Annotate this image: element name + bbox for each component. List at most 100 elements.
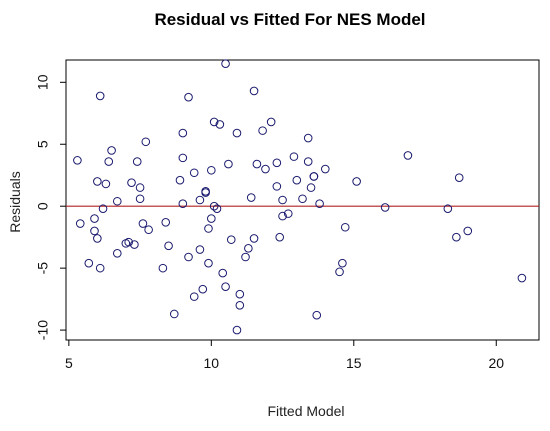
data-point bbox=[98, 204, 108, 213]
data-point bbox=[189, 168, 199, 178]
data-point bbox=[184, 252, 193, 262]
x-tick-label: 10 bbox=[204, 355, 220, 371]
data-point bbox=[95, 263, 105, 273]
data-point bbox=[452, 232, 461, 242]
data-point bbox=[161, 218, 171, 227]
data-point bbox=[112, 248, 122, 258]
data-point bbox=[141, 137, 151, 147]
x-tick-label: 15 bbox=[346, 355, 362, 371]
data-point bbox=[75, 219, 85, 228]
data-point bbox=[207, 165, 216, 175]
y-tick-label: 0 bbox=[35, 202, 51, 210]
data-point bbox=[298, 194, 307, 204]
data-point bbox=[335, 267, 344, 277]
data-point bbox=[73, 156, 82, 165]
data-point bbox=[164, 241, 173, 251]
x-tick-label: 20 bbox=[488, 355, 504, 371]
data-point bbox=[112, 196, 122, 206]
data-point bbox=[226, 235, 236, 244]
x-tick-label: 5 bbox=[65, 355, 73, 371]
data-point bbox=[235, 289, 245, 299]
data-point bbox=[178, 199, 188, 209]
data-point bbox=[312, 310, 322, 320]
y-axis-label: Residuals bbox=[7, 171, 23, 232]
data-point bbox=[135, 194, 145, 204]
data-point bbox=[380, 203, 390, 212]
data-point bbox=[252, 159, 262, 169]
y-tick-label: 10 bbox=[35, 74, 51, 90]
data-point bbox=[241, 252, 250, 262]
x-axis: 5 10 15 20 bbox=[65, 340, 504, 371]
data-point bbox=[93, 234, 102, 243]
data-point bbox=[340, 222, 350, 232]
data-point bbox=[178, 128, 188, 138]
data-point bbox=[207, 214, 216, 223]
plot-frame bbox=[65, 59, 540, 341]
data-point bbox=[272, 182, 282, 191]
data-point bbox=[306, 183, 316, 192]
data-point bbox=[90, 226, 99, 236]
chart-title: Residual vs Fitted For NES Model bbox=[154, 10, 425, 29]
data-point bbox=[315, 199, 324, 209]
data-point bbox=[144, 225, 153, 235]
data-point bbox=[204, 258, 213, 268]
data-point bbox=[303, 157, 313, 166]
data-point bbox=[195, 245, 205, 254]
data-point bbox=[130, 240, 139, 249]
data-point bbox=[338, 258, 347, 268]
y-axis: -10 -5 0 5 10 bbox=[35, 74, 66, 340]
data-point bbox=[292, 175, 302, 185]
data-point bbox=[249, 234, 259, 243]
data-point bbox=[258, 126, 267, 135]
data-point bbox=[178, 153, 188, 163]
data-point bbox=[104, 157, 114, 166]
data-point bbox=[283, 209, 293, 218]
data-point bbox=[84, 258, 94, 268]
data-point bbox=[224, 159, 233, 169]
data-point bbox=[215, 120, 225, 129]
data-point bbox=[218, 268, 228, 278]
x-axis-label: Fitted Model bbox=[267, 403, 344, 419]
data-point bbox=[278, 195, 287, 205]
data-point bbox=[209, 201, 219, 211]
data-point bbox=[278, 211, 287, 221]
data-point bbox=[403, 151, 413, 160]
data-point bbox=[266, 117, 276, 127]
data-point bbox=[198, 284, 208, 294]
data-point bbox=[124, 237, 133, 247]
data-point bbox=[517, 273, 527, 283]
data-point bbox=[244, 244, 253, 253]
data-point bbox=[90, 214, 99, 223]
y-tick-label: -10 bbox=[35, 320, 51, 340]
data-point bbox=[320, 164, 330, 174]
data-point bbox=[272, 158, 282, 168]
data-point bbox=[138, 219, 148, 228]
data-point bbox=[132, 157, 142, 166]
data-point bbox=[158, 263, 168, 273]
y-tick-label: -5 bbox=[35, 262, 51, 275]
data-point bbox=[169, 309, 179, 319]
data-point bbox=[201, 188, 210, 197]
data-point bbox=[95, 91, 105, 101]
data-point bbox=[309, 172, 319, 181]
data-point bbox=[232, 325, 242, 335]
data-point bbox=[275, 232, 285, 242]
data-point bbox=[232, 128, 242, 138]
data-point bbox=[246, 193, 256, 202]
data-point bbox=[352, 177, 361, 186]
data-point bbox=[235, 301, 245, 310]
data-point bbox=[127, 178, 136, 187]
data-point bbox=[463, 226, 473, 236]
data-point bbox=[289, 152, 299, 161]
data-points bbox=[73, 59, 527, 335]
data-point bbox=[221, 59, 230, 69]
data-point bbox=[212, 204, 222, 213]
data-point bbox=[93, 177, 102, 186]
data-point bbox=[184, 92, 193, 102]
data-point bbox=[204, 224, 213, 233]
data-point bbox=[443, 204, 453, 213]
data-point bbox=[303, 133, 313, 143]
data-point bbox=[454, 173, 464, 182]
data-point bbox=[189, 292, 199, 301]
